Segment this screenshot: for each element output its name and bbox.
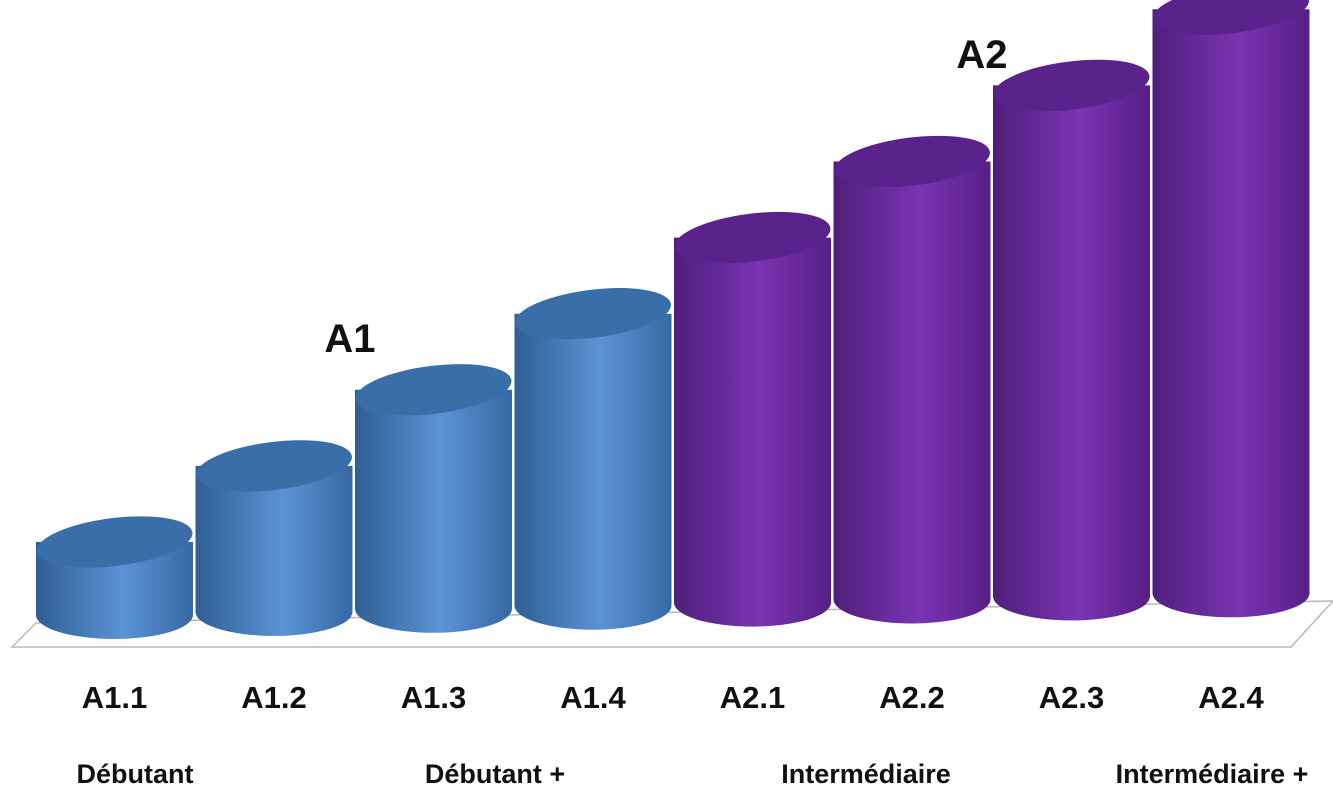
- bar-top-a2-3: [993, 59, 1150, 112]
- bar-a2-1: [674, 211, 831, 627]
- bar-top-a1-2: [196, 440, 352, 492]
- group-label-a2: A2: [956, 33, 1007, 77]
- bar-body-a1-3: [355, 389, 512, 633]
- bar-a2-3: [993, 59, 1150, 621]
- category-label-a2-1: A2.1: [720, 680, 785, 715]
- category-label-a1-1: A1.1: [82, 680, 147, 715]
- bar-a1-3: [355, 364, 512, 633]
- group-label-a1: A1: [324, 317, 375, 361]
- bar-top-a2-4: [1153, 0, 1309, 35]
- bar-body-a1-4: [514, 313, 672, 630]
- bar-body-a1-2: [195, 465, 353, 636]
- level-label-debutant: Débutant: [77, 759, 194, 787]
- bar-top-a1-3: [355, 364, 512, 416]
- bar-top-a2-1: [674, 211, 831, 264]
- level-label-debutant-plus: Débutant +: [425, 759, 565, 787]
- bar-a2-2: [833, 135, 991, 624]
- bar-series: [36, 0, 1310, 639]
- bar-a1-4: [514, 288, 672, 630]
- bar-body-a2-3: [993, 85, 1150, 621]
- category-label-a2-3: A2.3: [1039, 680, 1104, 715]
- bar-a2-4: [1152, 0, 1310, 618]
- category-label-a2-4: A2.4: [1198, 680, 1264, 715]
- category-label-a1-4: A1.4: [560, 680, 626, 715]
- category-label-a1-3: A1.3: [401, 680, 466, 715]
- bar-top-a1-1: [36, 516, 193, 568]
- level-label-intermediaire-plus: Intermédiaire +: [1116, 759, 1309, 787]
- category-label-a1-2: A1.2: [241, 680, 306, 715]
- level-label-intermediaire: Intermédiaire: [781, 759, 951, 787]
- bar-top-a2-2: [834, 135, 990, 188]
- bar-top-a1-4: [515, 288, 671, 340]
- chart-floor: [10, 600, 1333, 648]
- bar-body-a2-1: [674, 237, 831, 627]
- category-labels: A1.1 A1.2 A1.3 A1.4 A2.1 A2.2 A2.3 A2.4: [82, 680, 1265, 715]
- category-label-a2-2: A2.2: [879, 680, 944, 715]
- bar-a1-2: [195, 440, 353, 636]
- bar-body-a2-2: [833, 161, 991, 624]
- bar-body-a2-4: [1152, 9, 1310, 618]
- bar-a1-1: [36, 516, 193, 639]
